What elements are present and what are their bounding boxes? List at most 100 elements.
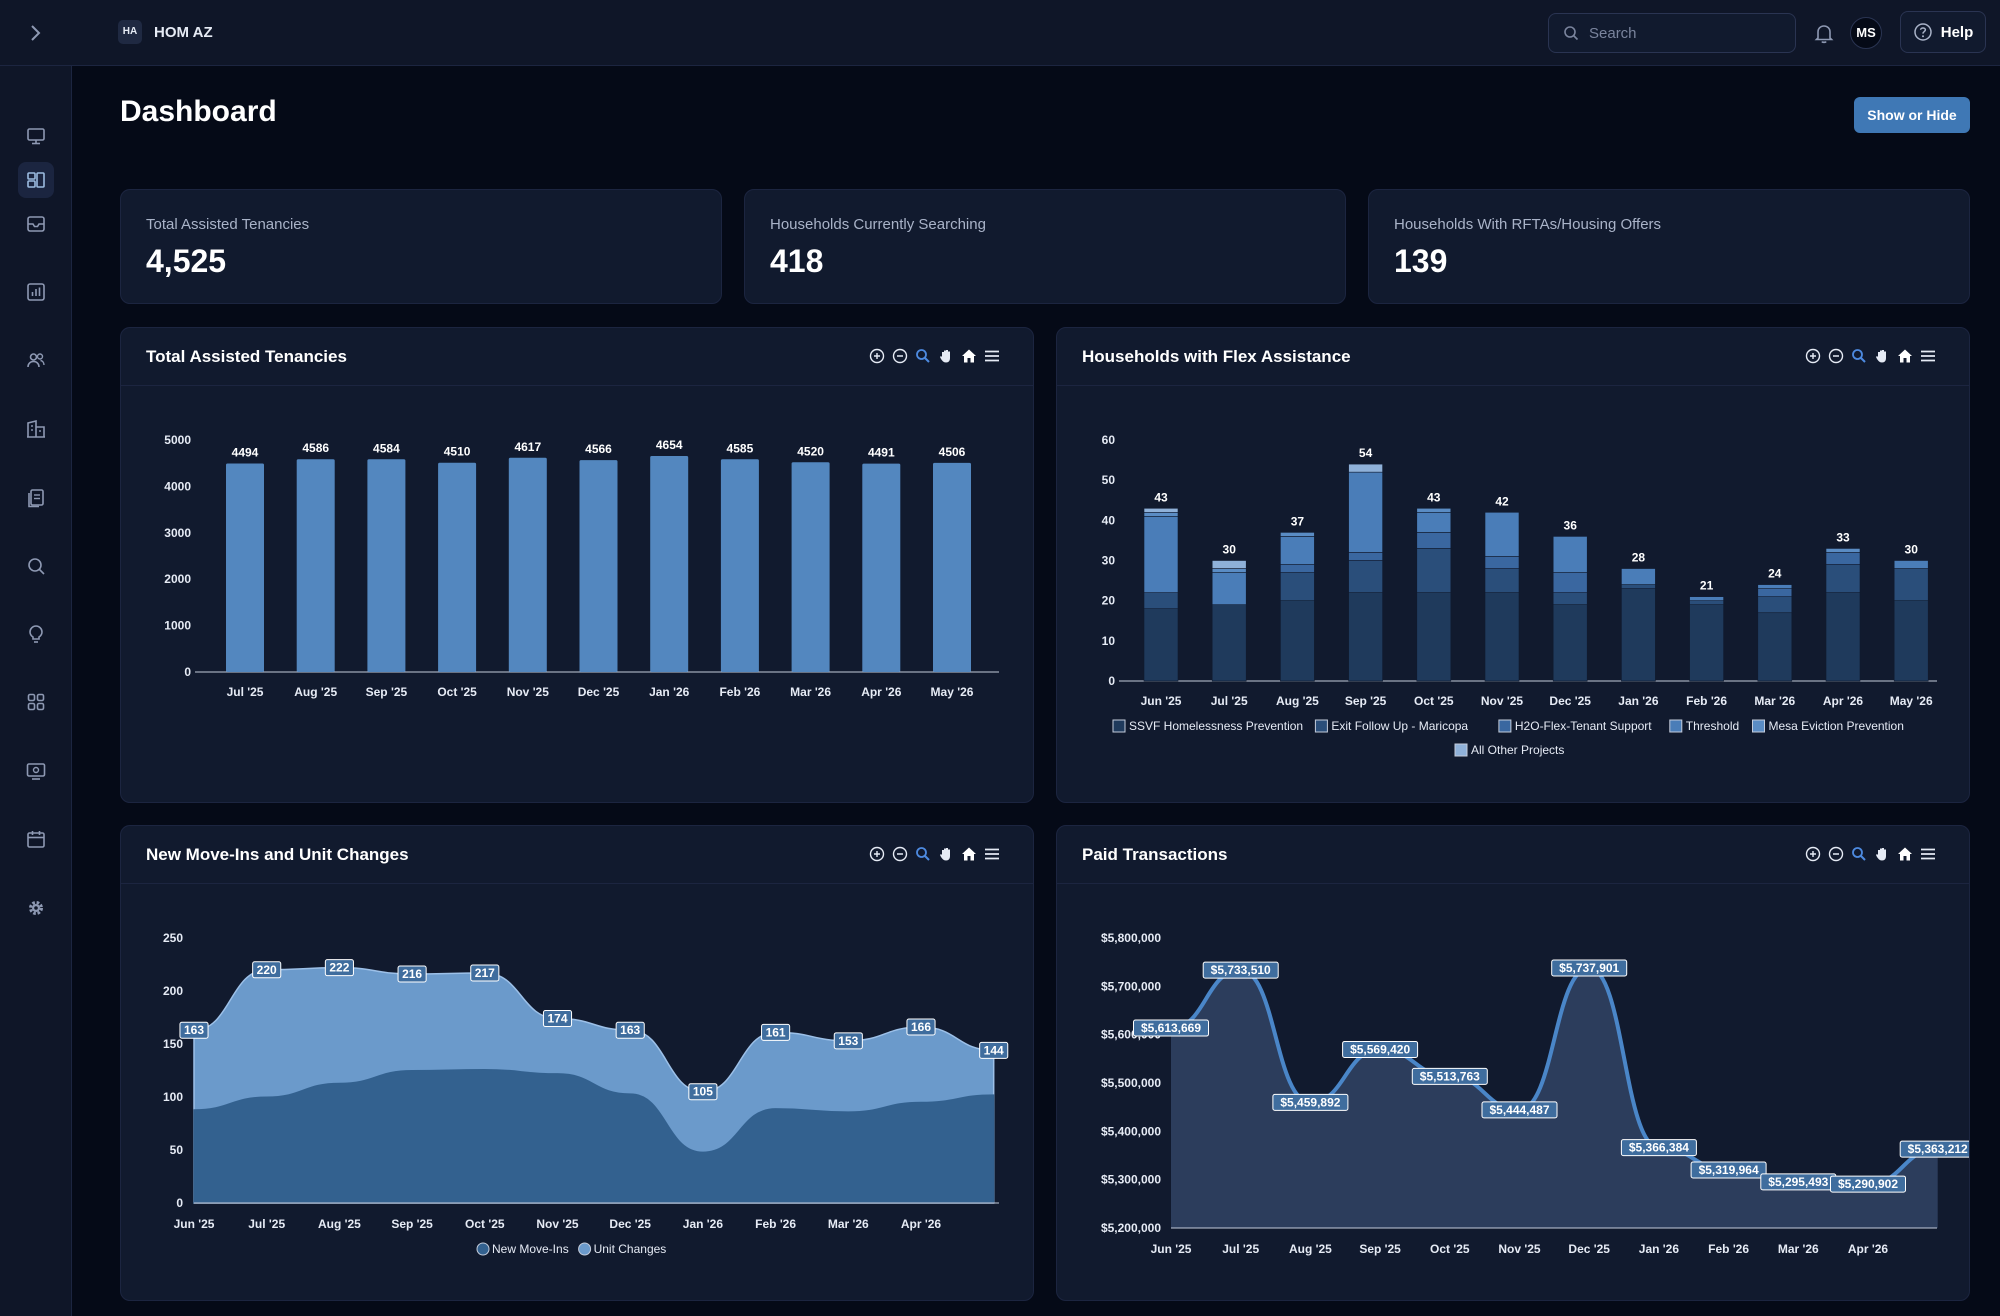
notifications-button[interactable] xyxy=(1810,19,1838,47)
sidebar-item-apps[interactable] xyxy=(18,684,54,720)
x-tick-label: Sep '25 xyxy=(1359,1242,1401,1256)
point-value-label: 144 xyxy=(984,1043,1004,1057)
zoom-in-button[interactable] xyxy=(1804,347,1822,365)
x-tick-label: Jun '25 xyxy=(1151,1242,1192,1256)
point-value-label-box xyxy=(906,1018,936,1036)
bar-total-label: 21 xyxy=(1700,579,1714,593)
sidebar-item-calendar[interactable] xyxy=(18,821,54,857)
help-button[interactable]: Help xyxy=(1900,11,1986,53)
zoom-out-button[interactable] xyxy=(891,845,909,863)
bar xyxy=(862,463,901,672)
search-box[interactable] xyxy=(1548,13,1796,53)
point-value-label-box xyxy=(324,959,354,977)
sidebar-item-people[interactable] xyxy=(18,342,54,378)
bar-total-label: 43 xyxy=(1154,490,1168,504)
point-value-label-box xyxy=(1272,1093,1349,1111)
x-tick-label: Apr '26 xyxy=(901,1217,942,1231)
home-button[interactable] xyxy=(1896,845,1914,863)
x-tick-label: Nov '25 xyxy=(507,685,550,699)
y-tick-label: 50 xyxy=(170,1143,184,1157)
bar xyxy=(296,459,335,672)
sidebar-item-ideas[interactable] xyxy=(18,616,54,652)
sidebar-toggle-button[interactable] xyxy=(22,20,48,46)
magnifier-button[interactable] xyxy=(1850,845,1868,863)
y-tick-label: $5,500,000 xyxy=(1101,1076,1161,1090)
zoom-in-icon xyxy=(869,846,885,862)
show-or-hide-button[interactable]: Show or Hide xyxy=(1854,97,1970,133)
point-value-label-box xyxy=(1411,1067,1488,1085)
sidebar-item-monitor[interactable] xyxy=(18,118,54,154)
bar-segment xyxy=(1280,532,1315,537)
point-value-label: 161 xyxy=(766,1025,786,1039)
gear-icon xyxy=(29,901,43,915)
home-button[interactable] xyxy=(960,347,978,365)
menu-button[interactable] xyxy=(1919,845,1937,863)
y-tick-label: 1000 xyxy=(164,619,191,633)
bar-segment xyxy=(1757,596,1793,614)
sidebar-item-media[interactable] xyxy=(18,753,54,789)
bar-total-label: 43 xyxy=(1427,490,1441,504)
pan-hand-button[interactable] xyxy=(937,845,955,863)
pan-hand-button[interactable] xyxy=(937,347,955,365)
lightbulb-icon xyxy=(29,625,43,643)
x-tick-label: Dec '25 xyxy=(609,1217,651,1231)
sidebar-item-reports[interactable] xyxy=(18,274,54,310)
magnifier-button[interactable] xyxy=(1850,347,1868,365)
x-tick-label: Jun '25 xyxy=(174,1217,215,1231)
x-tick-label: Nov '25 xyxy=(1498,1242,1541,1256)
sidebar-item-documents[interactable] xyxy=(18,480,54,516)
bar-segment xyxy=(1689,596,1724,601)
brand[interactable]: HA HOM AZ xyxy=(118,20,213,44)
bar-segment xyxy=(1689,604,1724,682)
zoom-in-button[interactable] xyxy=(868,845,886,863)
home-button[interactable] xyxy=(960,845,978,863)
zoom-out-button[interactable] xyxy=(1827,845,1845,863)
magnifier-button[interactable] xyxy=(914,845,932,863)
bar-segment xyxy=(1484,592,1520,682)
point-value-label-box xyxy=(542,1010,573,1028)
point-value-label-box xyxy=(1342,1040,1419,1058)
point-value-label-box xyxy=(179,1021,209,1039)
pan-hand-button[interactable] xyxy=(1873,347,1891,365)
avatar[interactable]: MS xyxy=(1850,17,1882,49)
magnifier-button[interactable] xyxy=(914,347,932,365)
point-value-label: $5,459,892 xyxy=(1280,1095,1340,1109)
y-tick-label: 150 xyxy=(163,1037,183,1051)
stat-label: Households Currently Searching xyxy=(770,216,986,233)
bar-total-label: 37 xyxy=(1291,514,1305,528)
x-tick-label: Feb '26 xyxy=(1708,1242,1749,1256)
x-tick-label: Sep '25 xyxy=(1345,694,1387,708)
y-tick-label: $5,200,000 xyxy=(1101,1221,1161,1235)
zoom-out-button[interactable] xyxy=(1827,347,1845,365)
zoom-in-button[interactable] xyxy=(868,347,886,365)
x-tick-label: Aug '25 xyxy=(1289,1242,1332,1256)
bar-segment xyxy=(1825,552,1861,565)
x-tick-label: Jan '26 xyxy=(683,1217,724,1231)
menu-icon xyxy=(1921,350,1935,362)
menu-button[interactable] xyxy=(983,845,1001,863)
sidebar-item-dashboard[interactable] xyxy=(18,162,54,198)
menu-button[interactable] xyxy=(983,347,1001,365)
brand-logo: HA xyxy=(118,20,142,44)
home-button[interactable] xyxy=(1896,347,1914,365)
sidebar-item-inbox[interactable] xyxy=(18,206,54,242)
pan-hand-button[interactable] xyxy=(1873,845,1891,863)
menu-button[interactable] xyxy=(1919,347,1937,365)
magnifier-icon xyxy=(1852,349,1866,363)
point-value-label: 216 xyxy=(402,967,422,981)
zoom-out-icon xyxy=(1828,348,1844,364)
sidebar-item-search[interactable] xyxy=(18,548,54,584)
zoom-out-button[interactable] xyxy=(891,347,909,365)
sidebar-item-properties[interactable] xyxy=(18,411,54,447)
y-tick-label: 3000 xyxy=(164,526,191,540)
sidebar-item-settings[interactable] xyxy=(18,890,54,926)
zoom-in-button[interactable] xyxy=(1804,845,1822,863)
search-input[interactable] xyxy=(1589,24,1779,42)
y-tick-label: 10 xyxy=(1102,634,1116,648)
legend-label: H2O-Flex-Tenant Support xyxy=(1515,719,1652,733)
bar-total-label: 30 xyxy=(1223,543,1237,557)
bar-total-label: 42 xyxy=(1495,494,1509,508)
x-tick-label: Feb '26 xyxy=(1686,694,1727,708)
y-tick-label: 200 xyxy=(163,984,183,998)
bar-segment xyxy=(1280,572,1315,601)
